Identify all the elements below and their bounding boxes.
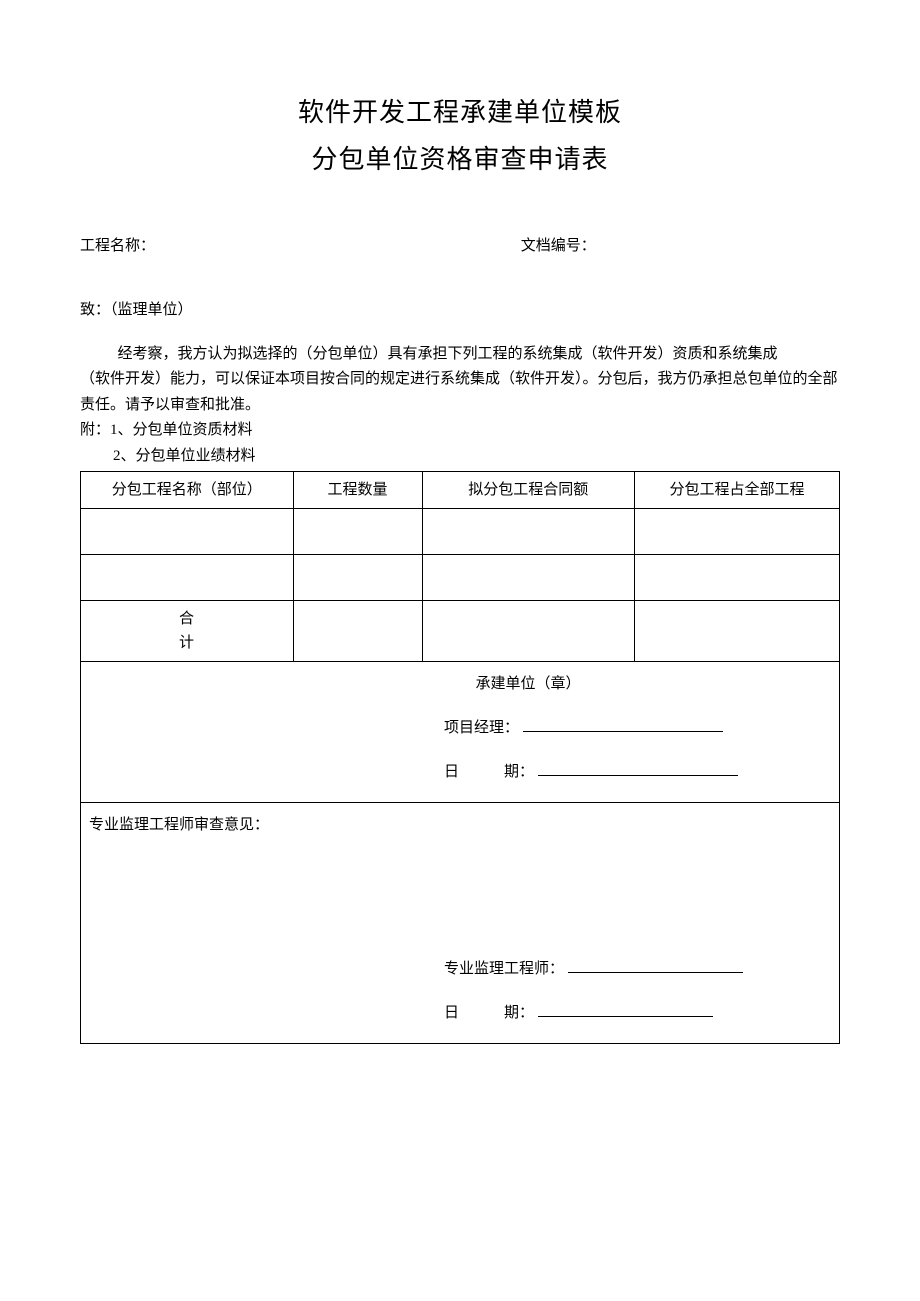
table-header-name: 分包工程名称（部位） xyxy=(81,472,294,509)
supervisor-eng-label: 专业监理工程师： xyxy=(444,957,564,981)
contractor-signature-block: 承建单位（章） 项目经理： 日 期： xyxy=(80,662,840,803)
project-name-label: 工程名称： xyxy=(80,238,155,254)
total-ratio[interactable] xyxy=(635,601,840,662)
cell-ratio[interactable] xyxy=(635,509,840,555)
total-label: 合计 xyxy=(81,601,294,662)
supervisor-opinion-label: 专业监理工程师审查意见： xyxy=(89,813,817,837)
cell-amount[interactable] xyxy=(422,509,635,555)
table-header-amount: 拟分包工程合同额 xyxy=(422,472,635,509)
supervisor-signature-block: 专业监理工程师审查意见： 专业监理工程师： 日 期： xyxy=(80,802,840,1044)
contractor-date-row: 日 期： xyxy=(89,760,817,784)
table-header-qty: 工程数量 xyxy=(293,472,422,509)
cell-name[interactable] xyxy=(81,509,294,555)
doc-no-label: 文档编号： xyxy=(521,238,596,254)
meta-row: 工程名称： 文档编号： xyxy=(80,234,840,258)
project-name-field: 工程名称： xyxy=(80,234,521,258)
cell-ratio[interactable] xyxy=(635,555,840,601)
title-line-2: 分包单位资格审查申请表 xyxy=(80,137,840,184)
attachment-prefix: 附： xyxy=(80,422,110,438)
document-title: 软件开发工程承建单位模板 分包单位资格审查申请表 xyxy=(80,90,840,184)
total-qty[interactable] xyxy=(293,601,422,662)
supervisor-opinion-space[interactable] xyxy=(89,897,817,937)
pm-signature-line[interactable] xyxy=(523,717,723,732)
attachment-line-1: 附：1、分包单位资质材料 xyxy=(80,418,840,444)
table-row xyxy=(81,509,840,555)
table-row xyxy=(81,555,840,601)
contractor-date-label: 日 期： xyxy=(444,760,534,784)
cell-qty[interactable] xyxy=(293,509,422,555)
body-paragraph-tail: （软件开发）能力，可以保证本项目按合同的规定进行系统集成（软件开发）。分包后，我… xyxy=(80,367,840,418)
supervisor-signature-row: 专业监理工程师： xyxy=(89,957,817,981)
pm-label: 项目经理： xyxy=(444,716,519,740)
doc-no-field: 文档编号： xyxy=(521,234,840,258)
table-total-row: 合计 xyxy=(81,601,840,662)
supervisor-date-label: 日 期： xyxy=(444,1001,534,1025)
cell-name[interactable] xyxy=(81,555,294,601)
cell-amount[interactable] xyxy=(422,555,635,601)
supervisor-signature-line[interactable] xyxy=(568,958,743,973)
table-header-ratio: 分包工程占全部工程 xyxy=(635,472,840,509)
supervisor-date-row: 日 期： xyxy=(89,1001,817,1025)
table-header-row: 分包工程名称（部位） 工程数量 拟分包工程合同额 分包工程占全部工程 xyxy=(81,472,840,509)
cell-qty[interactable] xyxy=(293,555,422,601)
attachment-item-1: 1、分包单位资质材料 xyxy=(110,422,253,438)
contractor-date-line[interactable] xyxy=(538,761,738,776)
contractor-unit-label: 承建单位（章） xyxy=(89,672,817,696)
addressee: 致：（监理单位） xyxy=(80,298,840,322)
total-amount[interactable] xyxy=(422,601,635,662)
attachment-item-2: 2、分包单位业绩材料 xyxy=(80,444,840,470)
pm-signature-row: 项目经理： xyxy=(89,716,817,740)
body-paragraph-head: 经考察，我方认为拟选择的（分包单位）具有承担下列工程的系统集成（软件开发）资质和… xyxy=(80,342,840,368)
subcontract-table: 分包工程名称（部位） 工程数量 拟分包工程合同额 分包工程占全部工程 合计 xyxy=(80,471,840,662)
title-line-1: 软件开发工程承建单位模板 xyxy=(80,90,840,137)
supervisor-date-line[interactable] xyxy=(538,1002,713,1017)
